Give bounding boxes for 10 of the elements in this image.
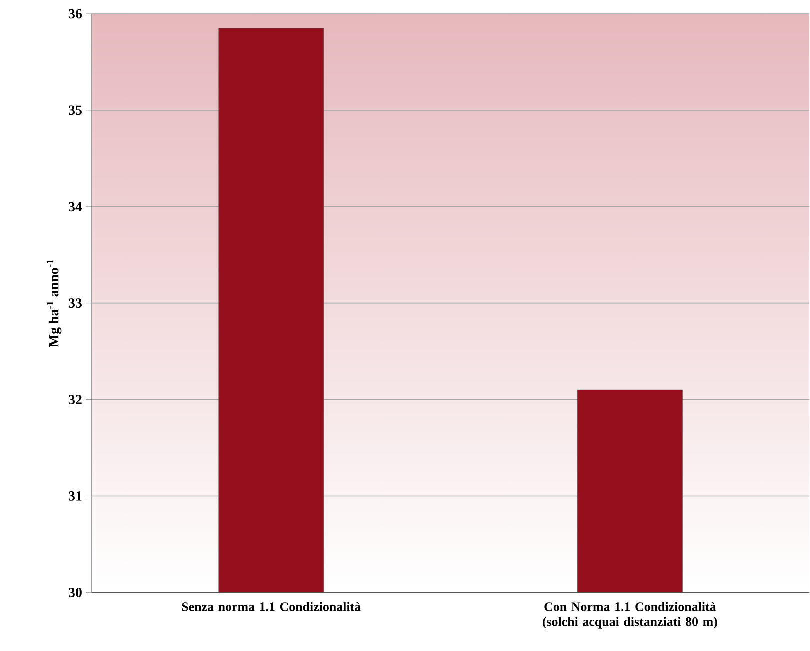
y-tick-label: 35 (69, 106, 82, 116)
x-tick-label: Senza norma 1.1 Condizionalità (182, 602, 361, 612)
y-tick-label: 32 (69, 395, 82, 405)
y-tick-label: 30 (69, 588, 82, 598)
y-tick-label: 31 (69, 492, 82, 502)
y-axis-title: Mg ha$^{-1}$ anno$^{-1}$ (46, 260, 62, 348)
y-tick-label: 36 (69, 9, 82, 19)
x-tick-label: Con Norma 1.1 Condizionalità (solchi acquai distanziati 80 m) (543, 602, 718, 630)
y-tick-label: 33 (69, 298, 82, 308)
y-tick-label: 34 (69, 202, 82, 212)
